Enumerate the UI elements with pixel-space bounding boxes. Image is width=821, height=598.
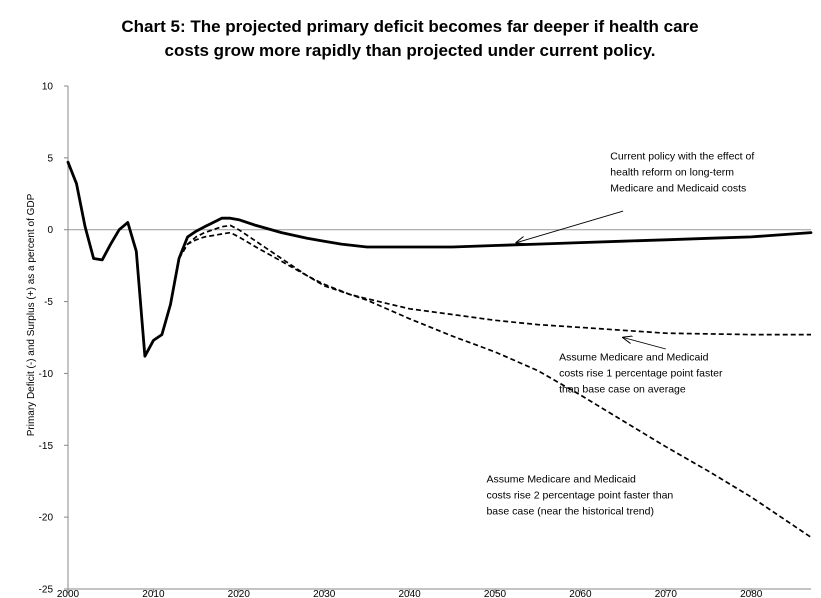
series-line-3 xyxy=(178,224,812,539)
annotation-line: base case (near the historical trend) xyxy=(486,506,654,518)
chart-title-line-2: costs grow more rapidly than projected u… xyxy=(165,41,656,60)
y-tick-label: 10 xyxy=(42,82,54,93)
y-tick-label: -15 xyxy=(39,441,54,452)
annotation-line: Current policy with the effect of xyxy=(610,150,754,162)
x-tick-label: 2010 xyxy=(142,589,165,598)
x-tick-label: 2070 xyxy=(655,589,678,598)
axes: 10 5 0 -5 -10 -15 -20 -25 2000 2010 2020 2030 2040 20… xyxy=(39,82,811,598)
series-lines xyxy=(66,160,813,539)
x-tick-label: 2030 xyxy=(313,589,336,598)
annotation-arrow xyxy=(623,338,666,350)
y-tick-label: -20 xyxy=(39,513,54,524)
y-tick-label: -25 xyxy=(39,585,54,596)
annotation-line: costs rise 1 percentage point faster xyxy=(559,367,723,379)
annotation-line: health reform on long-term xyxy=(610,166,734,178)
x-tick-label: 2050 xyxy=(484,589,507,598)
annotation-line: Medicare and Medicaid costs xyxy=(610,182,746,194)
y-tick-label: -5 xyxy=(44,297,53,308)
y-tick-label: 0 xyxy=(47,225,53,236)
annotation-line: Assume Medicare and Medicaid xyxy=(486,474,636,486)
y-tick-label: -10 xyxy=(39,369,54,380)
x-tick-label: 2080 xyxy=(740,589,763,598)
annotations: Current policy with the effect of health … xyxy=(486,150,754,517)
x-tick-label: 2000 xyxy=(57,589,80,598)
annotation-1: Current policy with the effect of health … xyxy=(516,150,754,242)
x-tick-label: 2020 xyxy=(228,589,251,598)
chart-title: Chart 5: The projected primary deficit b… xyxy=(121,17,698,60)
x-tick-label: 2040 xyxy=(398,589,421,598)
x-tick-label: 2060 xyxy=(569,589,592,598)
annotation-2: Assume Medicare and Medicaid costs rise 1… xyxy=(559,338,723,395)
annotation-line: Assume Medicare and Medicaid xyxy=(559,351,709,363)
annotation-line: costs rise 2 percentage point faster tha… xyxy=(486,490,673,502)
annotation-3: Assume Medicare and Medicaid costs rise 2… xyxy=(486,474,673,518)
series-line-1 xyxy=(66,160,813,358)
series-line-2 xyxy=(178,231,811,336)
chart-title-line-1: Chart 5: The projected primary deficit b… xyxy=(121,17,698,36)
y-tick-label: 5 xyxy=(47,153,53,164)
annotation-line: than base case on average xyxy=(559,383,686,395)
annotation-arrow xyxy=(516,210,624,243)
y-axis-label: Primary Deficit (-) and Surplus (+) as a… xyxy=(26,193,37,436)
